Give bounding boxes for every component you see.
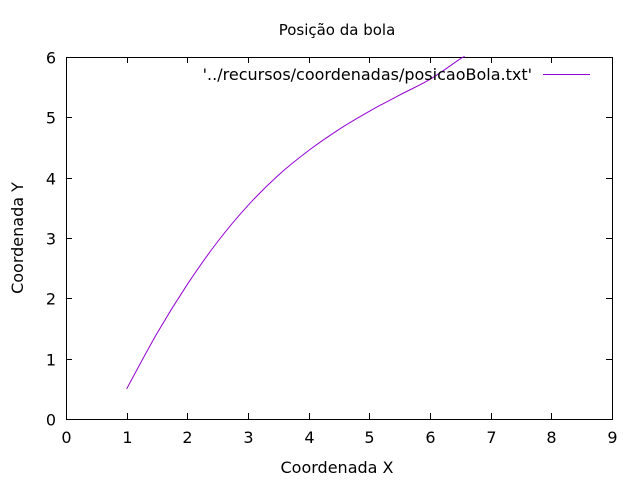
x-axis-label: Coordenada X	[281, 458, 394, 477]
y-tick-label: 5	[46, 109, 56, 128]
legend-label-0: '../recursos/coordenadas/posicaoBola.txt…	[203, 65, 532, 84]
x-tick-label: 3	[243, 428, 253, 447]
x-tick-label: 1	[122, 428, 132, 447]
axes: 0 1 2 3 4 5 6 7 8 9 0 1 2 3 4 5 6	[46, 49, 618, 448]
x-tick-label: 0	[61, 428, 71, 447]
y-tick-label: 3	[46, 230, 56, 249]
x-tick-label: 4	[304, 428, 314, 447]
x-tick-label: 2	[182, 428, 192, 447]
y-tick-label: 4	[46, 170, 56, 189]
x-tick-label: 8	[546, 428, 556, 447]
chart-title: Posição da bola	[279, 21, 396, 39]
y-tick-label: 6	[46, 49, 56, 68]
series-group	[126, 56, 465, 390]
x-tick-label: 6	[425, 428, 435, 447]
y-tick-label: 2	[46, 290, 56, 309]
legend: '../recursos/coordenadas/posicaoBola.txt…	[203, 65, 590, 84]
series-line-0	[126, 56, 465, 390]
plot-frame	[66, 57, 613, 420]
x-tick-label: 9	[607, 428, 617, 447]
x-tick-label: 7	[486, 428, 496, 447]
y-axis-label: Coordenada Y	[8, 182, 27, 294]
y-tick-label: 0	[46, 411, 56, 430]
x-tick-label: 5	[364, 428, 374, 447]
y-tick-label: 1	[46, 351, 56, 370]
